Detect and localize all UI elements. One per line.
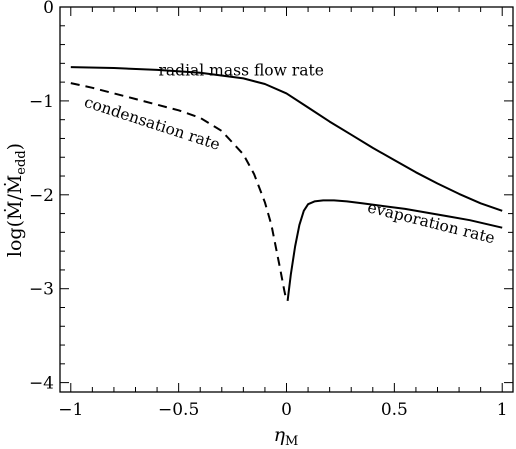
- x-tick-label: −1: [58, 400, 83, 420]
- y-axis-label: log(Ṁ/Ṁedd): [3, 143, 29, 257]
- axis-tick-labels: −1 −0.5 0 0.5 1 0 −1 −2 −3 −4: [29, 0, 508, 420]
- y-tick-label: −4: [29, 374, 54, 394]
- axis-ticks: [60, 6, 513, 392]
- x-tick-label: 0: [281, 400, 292, 420]
- series-line-condensation-rate: [70, 82, 288, 302]
- series-lines: [70, 66, 503, 302]
- x-tick-label: 0.5: [381, 400, 408, 420]
- series-line-radial-mass-flow-rate: [70, 66, 503, 212]
- y-tick-label: 0: [43, 0, 54, 18]
- x-tick-label: −0.5: [158, 400, 199, 420]
- series-line-evaporation-rate: [286, 199, 503, 302]
- y-tick-label: −2: [29, 186, 54, 206]
- x-axis-label: ηM: [274, 424, 299, 449]
- annotation-label: radial mass flow rate: [159, 62, 324, 80]
- y-tick-label: −1: [29, 92, 54, 112]
- y-tick-label: −3: [29, 280, 54, 300]
- annotation-label: condensation rate: [82, 93, 222, 154]
- x-tick-label: 1: [497, 400, 508, 420]
